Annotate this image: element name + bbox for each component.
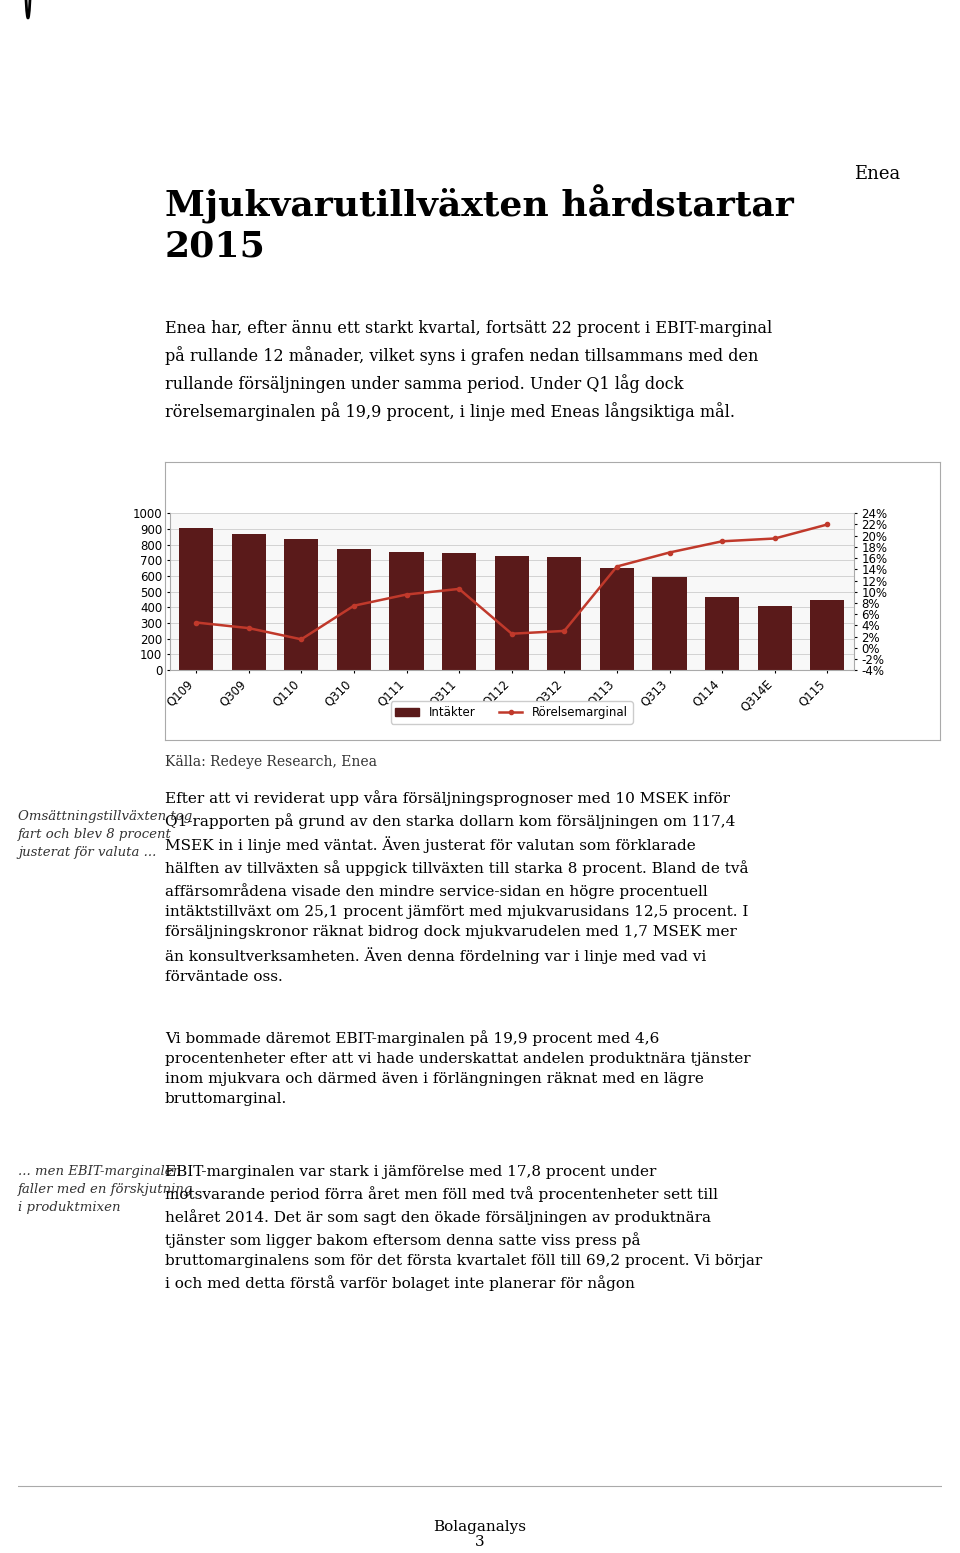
Bar <box>547 558 582 669</box>
Text: Enea har, efter ännu ett starkt kvartal, fortsätt 22 procent i EBIT-marginal
på : Enea har, efter ännu ett starkt kvartal,… <box>165 320 772 421</box>
Text: 3: 3 <box>475 1534 485 1548</box>
Bar <box>390 551 423 669</box>
Bar <box>705 598 739 669</box>
Bar <box>337 548 371 669</box>
Text: Enea: Enea <box>853 165 900 183</box>
Text: EBIT-marginalen var stark i jämförelse med 17,8 procent under
motsvarande period: EBIT-marginalen var stark i jämförelse m… <box>165 1165 762 1291</box>
Text: Efter att vi reviderat upp våra försäljningsprognoser med 10 MSEK inför
Q1-rappo: Efter att vi reviderat upp våra försäljn… <box>165 790 749 983</box>
Bar <box>600 568 634 669</box>
Text: Vi bommade däremot EBIT-marginalen på 19,9 procent med 4,6
procentenheter efter : Vi bommade däremot EBIT-marginalen på 19… <box>165 1030 751 1106</box>
Bar <box>231 534 266 669</box>
Bar <box>494 556 529 669</box>
Text: Enea Omsättning & Rörelsemarginal R12M (2009-2015): Enea Omsättning & Rörelsemarginal R12M (… <box>171 449 606 463</box>
Legend: Intäkter, Rörelsemarginal: Intäkter, Rörelsemarginal <box>391 702 633 724</box>
Bar <box>757 606 792 669</box>
Bar <box>810 599 845 669</box>
Bar <box>653 576 686 669</box>
Text: Omsättningstillväxten tog
fart och blev 8 procent
justerat för valuta ...: Omsättningstillväxten tog fart och blev … <box>18 811 192 859</box>
Bar <box>179 528 213 669</box>
Bar <box>442 553 476 669</box>
Bar <box>284 539 319 669</box>
Text: Bolaganalys: Bolaganalys <box>434 1520 526 1534</box>
Text: Källa: Redeye Research, Enea: Källa: Redeye Research, Enea <box>165 755 377 769</box>
Text: Mjukvarutillväxten hårdstartar
2015: Mjukvarutillväxten hårdstartar 2015 <box>165 185 794 264</box>
Text: ... men EBIT-marginalen
faller med en förskjutning
i produktmixen: ... men EBIT-marginalen faller med en fö… <box>18 1165 193 1214</box>
